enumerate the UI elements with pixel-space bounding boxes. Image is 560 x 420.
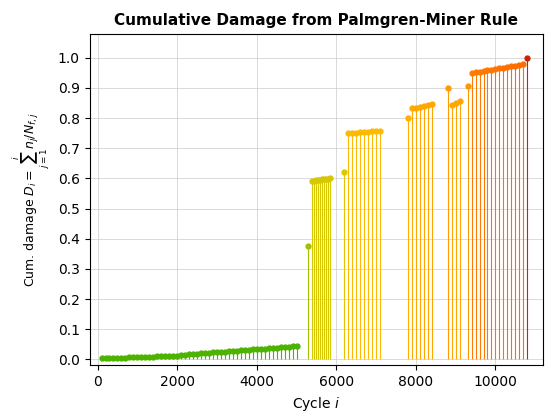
Title: Cumulative Damage from Palmgren-Miner Rule: Cumulative Damage from Palmgren-Miner Ru… [114,13,519,28]
X-axis label: Cycle $i$: Cycle $i$ [292,395,340,413]
Y-axis label: Cum. damage $D_i = \sum_{j=1}^{i} n_j/N_{f,j}$: Cum. damage $D_i = \sum_{j=1}^{i} n_j/N_… [11,112,52,287]
